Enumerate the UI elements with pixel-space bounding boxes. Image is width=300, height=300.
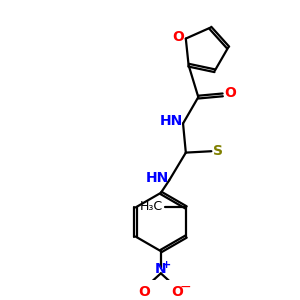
Text: +: +	[162, 260, 172, 270]
Text: H₃C: H₃C	[139, 200, 162, 213]
Text: O: O	[172, 30, 184, 44]
Text: −: −	[179, 280, 191, 294]
Text: S: S	[213, 144, 223, 158]
Text: HN: HN	[146, 171, 169, 185]
Text: N: N	[155, 262, 167, 276]
Text: HN: HN	[160, 114, 183, 128]
Text: O: O	[224, 86, 236, 100]
Text: O: O	[138, 285, 150, 299]
Text: O: O	[172, 285, 183, 299]
